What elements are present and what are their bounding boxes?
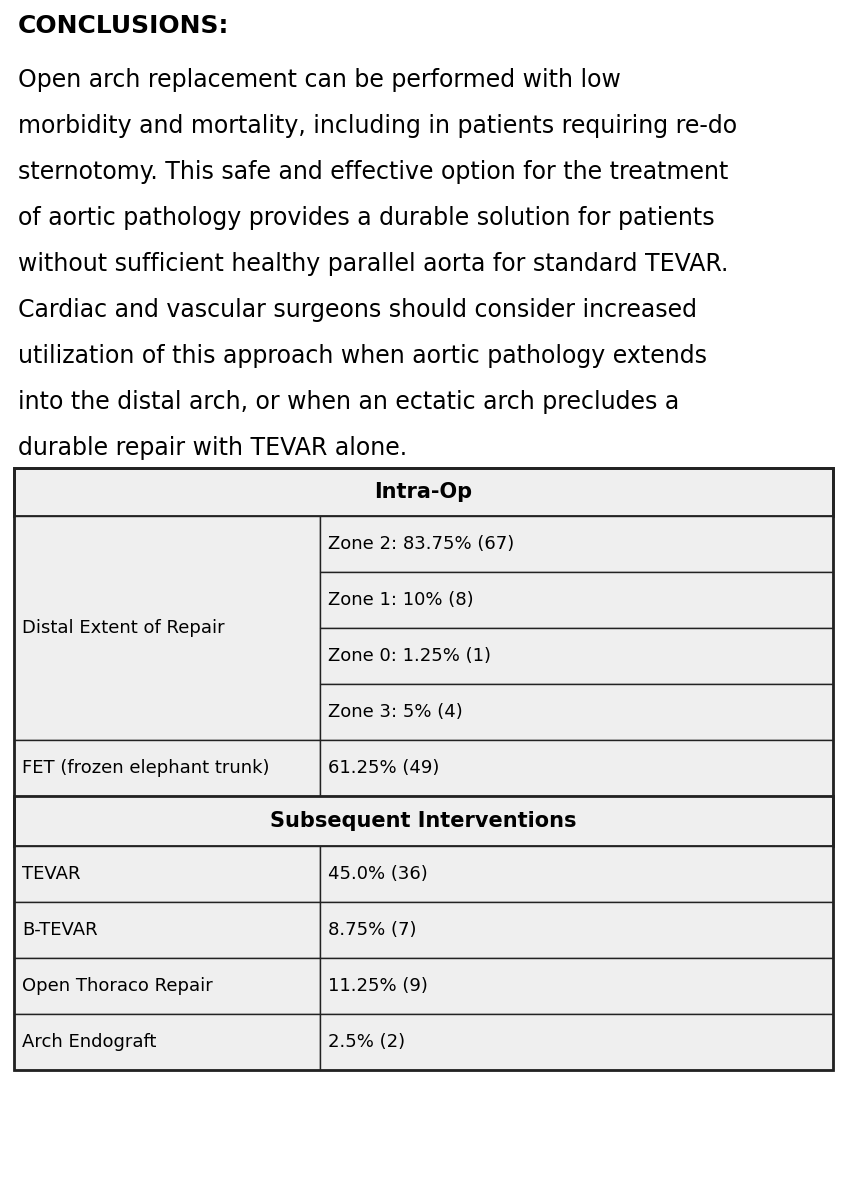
Bar — [320, 902, 832, 958]
Text: 45.0% (36): 45.0% (36) — [327, 865, 427, 883]
Bar — [14, 468, 832, 1070]
Text: CONCLUSIONS:: CONCLUSIONS: — [18, 14, 229, 38]
Text: Zone 2: 83.75% (67): Zone 2: 83.75% (67) — [327, 535, 514, 553]
Text: durable repair with TEVAR alone.: durable repair with TEVAR alone. — [18, 436, 407, 460]
Text: 61.25% (49): 61.25% (49) — [327, 758, 439, 778]
Text: Zone 1: 10% (8): Zone 1: 10% (8) — [327, 590, 473, 608]
Text: Distal Extent of Repair: Distal Extent of Repair — [22, 619, 225, 637]
Bar — [14, 516, 320, 740]
Text: Intra-Op: Intra-Op — [374, 482, 472, 502]
Bar — [320, 1014, 832, 1070]
Text: morbidity and mortality, including in patients requiring re-do: morbidity and mortality, including in pa… — [18, 114, 736, 138]
Bar — [320, 684, 832, 740]
Bar — [14, 846, 320, 902]
Text: B-TEVAR: B-TEVAR — [22, 922, 98, 938]
Bar — [14, 468, 832, 516]
Text: Arch Endograft: Arch Endograft — [22, 1033, 156, 1051]
Bar — [320, 572, 832, 628]
Text: Zone 3: 5% (4): Zone 3: 5% (4) — [327, 703, 463, 721]
Text: utilization of this approach when aortic pathology extends: utilization of this approach when aortic… — [18, 344, 706, 368]
Bar — [14, 796, 832, 846]
Text: 2.5% (2): 2.5% (2) — [327, 1033, 404, 1051]
Bar — [14, 958, 320, 1014]
Text: without sufficient healthy parallel aorta for standard TEVAR.: without sufficient healthy parallel aort… — [18, 252, 728, 276]
Text: Open Thoraco Repair: Open Thoraco Repair — [22, 977, 213, 995]
Text: FET (frozen elephant trunk): FET (frozen elephant trunk) — [22, 758, 269, 778]
Text: TEVAR: TEVAR — [22, 865, 80, 883]
Text: Open arch replacement can be performed with low: Open arch replacement can be performed w… — [18, 68, 620, 92]
Bar — [14, 1014, 320, 1070]
Text: Cardiac and vascular surgeons should consider increased: Cardiac and vascular surgeons should con… — [18, 298, 696, 322]
Bar — [320, 958, 832, 1014]
Bar — [14, 902, 320, 958]
Bar — [320, 846, 832, 902]
Bar — [320, 740, 832, 796]
Bar — [320, 628, 832, 684]
Bar — [320, 516, 832, 572]
Text: 11.25% (9): 11.25% (9) — [327, 977, 427, 995]
Text: Zone 0: 1.25% (1): Zone 0: 1.25% (1) — [327, 647, 490, 665]
Text: Subsequent Interventions: Subsequent Interventions — [270, 811, 576, 830]
Bar — [14, 740, 320, 796]
Text: into the distal arch, or when an ectatic arch precludes a: into the distal arch, or when an ectatic… — [18, 390, 679, 414]
Text: 8.75% (7): 8.75% (7) — [327, 922, 416, 938]
Text: sternotomy. This safe and effective option for the treatment: sternotomy. This safe and effective opti… — [18, 160, 728, 184]
Text: of aortic pathology provides a durable solution for patients: of aortic pathology provides a durable s… — [18, 206, 714, 230]
